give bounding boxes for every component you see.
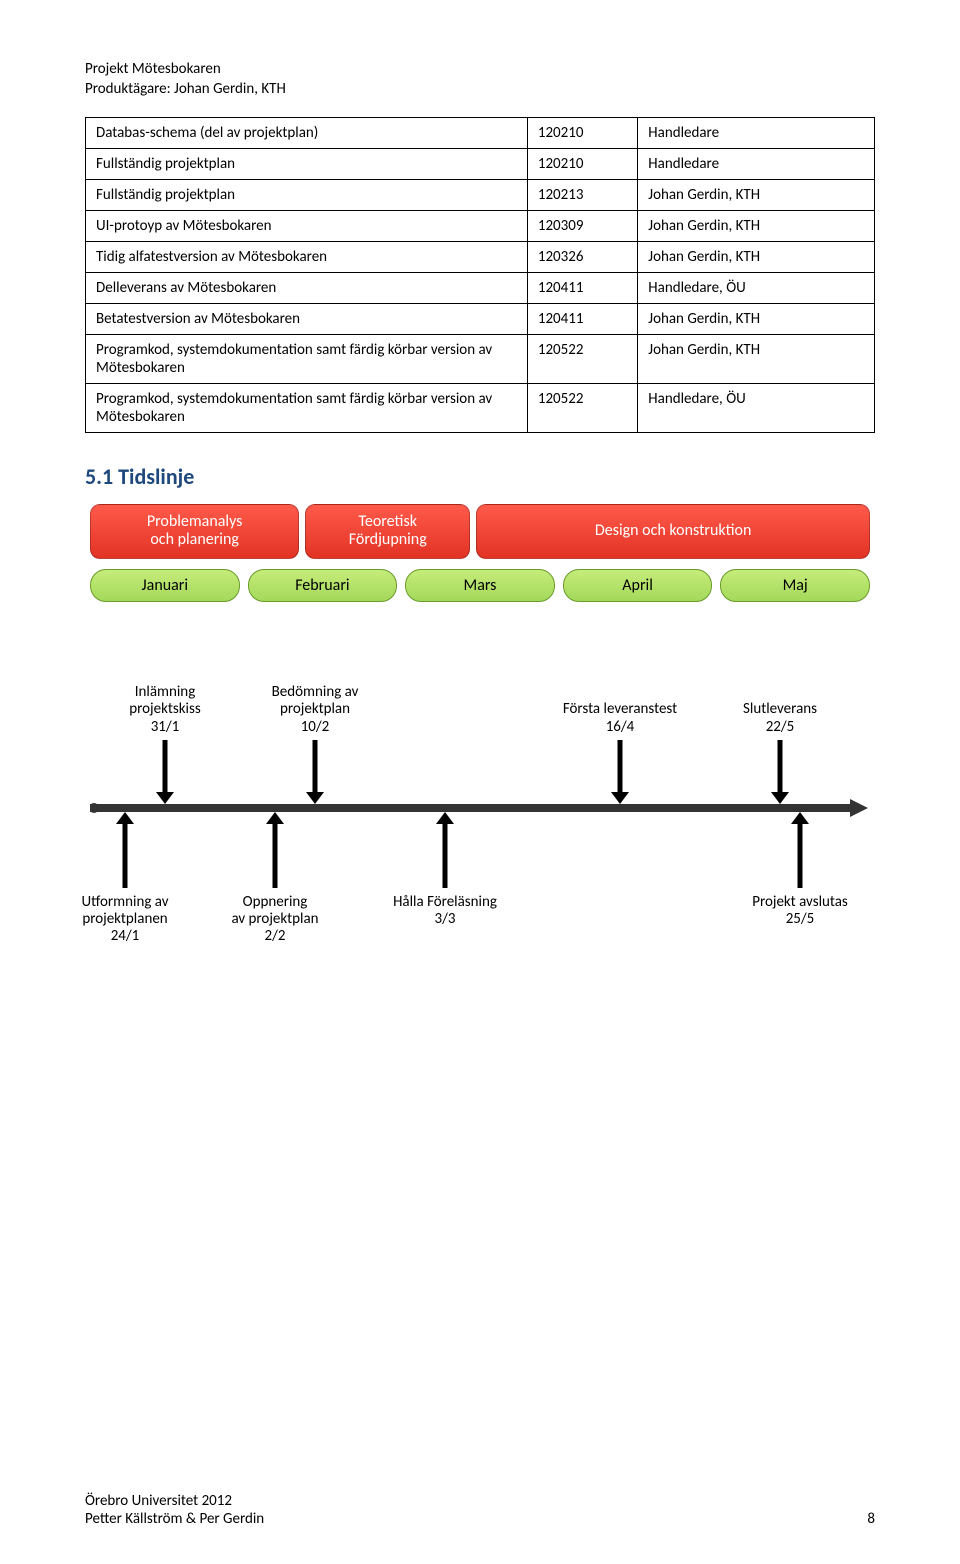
phase-pill: Problemanalys och planering <box>90 504 299 559</box>
table-cell: 120411 <box>527 273 637 304</box>
timeline-event-label: Hålla Föreläsning 3/3 <box>370 894 520 929</box>
footer-left: Örebro Universitet 2012 Petter Källström… <box>85 1492 264 1528</box>
table-row: Tidig alfatestversion av Mötesbokaren120… <box>86 242 875 273</box>
page-number: 8 <box>867 1510 875 1528</box>
table-cell: UI-protoyp av Mötesbokaren <box>86 211 528 242</box>
table-cell: Johan Gerdin, KTH <box>638 242 875 273</box>
table-cell: 120522 <box>527 384 637 433</box>
table-cell: 120213 <box>527 180 637 211</box>
table-cell: Handledare, ÖU <box>638 273 875 304</box>
table-cell: Handledare, ÖU <box>638 384 875 433</box>
table-cell: Johan Gerdin, KTH <box>638 335 875 384</box>
timeline: Problemanalys och planeringTeoretisk För… <box>90 504 870 978</box>
table-cell: Johan Gerdin, KTH <box>638 304 875 335</box>
table-cell: 120522 <box>527 335 637 384</box>
phase-pill: Design och konstruktion <box>476 504 870 559</box>
page: Projekt Mötesbokaren Produktägare: Johan… <box>0 0 960 1564</box>
table-cell: Handledare <box>638 118 875 149</box>
table-row: Delleverans av Mötesbokaren120411Handled… <box>86 273 875 304</box>
page-footer: Örebro Universitet 2012 Petter Källström… <box>85 1492 875 1528</box>
timeline-event-label: Inlämning projektskiss 31/1 <box>95 684 235 736</box>
table-cell: Fullständig projektplan <box>86 180 528 211</box>
timeline-event-label: Oppnering av projektplan 2/2 <box>200 894 350 946</box>
table-row: Programkod, systemdokumentation samt fär… <box>86 384 875 433</box>
table-cell: 120210 <box>527 149 637 180</box>
table-cell: Johan Gerdin, KTH <box>638 180 875 211</box>
table-cell: Delleverans av Mötesbokaren <box>86 273 528 304</box>
month-row: JanuariFebruariMarsAprilMaj <box>90 569 870 602</box>
footer-line-1: Örebro Universitet 2012 <box>85 1492 264 1510</box>
timeline-event-label: Första leveranstest 16/4 <box>550 701 690 736</box>
table-cell: 120411 <box>527 304 637 335</box>
doc-header: Projekt Mötesbokaren Produktägare: Johan… <box>85 60 875 99</box>
table-row: Databas-schema (del av projektplan)12021… <box>86 118 875 149</box>
timeline-event-label: Slutleverans 22/5 <box>710 701 850 736</box>
table-cell: Tidig alfatestversion av Mötesbokaren <box>86 242 528 273</box>
table-row: Fullständig projektplan120210Handledare <box>86 149 875 180</box>
timeline-canvas: Inlämning projektskiss 31/1Bedömning av … <box>90 608 870 978</box>
month-pill: Januari <box>90 569 240 602</box>
footer-line-2: Petter Källström & Per Gerdin <box>85 1510 264 1528</box>
header-line-1: Projekt Mötesbokaren <box>85 60 875 80</box>
table-row: Programkod, systemdokumentation samt fär… <box>86 335 875 384</box>
table-cell: Programkod, systemdokumentation samt fär… <box>86 384 528 433</box>
timeline-event-label: Projekt avslutas 25/5 <box>725 894 875 929</box>
table-cell: Handledare <box>638 149 875 180</box>
month-pill: Mars <box>405 569 555 602</box>
phase-pill: Teoretisk Fördjupning <box>305 504 470 559</box>
month-pill: April <box>563 569 713 602</box>
header-line-2: Produktägare: Johan Gerdin, KTH <box>85 80 875 100</box>
timeline-event-label: Bedömning av projektplan 10/2 <box>245 684 385 736</box>
table-cell: 120210 <box>527 118 637 149</box>
table-cell: Fullständig projektplan <box>86 149 528 180</box>
table-cell: Programkod, systemdokumentation samt fär… <box>86 335 528 384</box>
table-row: UI-protoyp av Mötesbokaren120309Johan Ge… <box>86 211 875 242</box>
month-pill: Februari <box>248 569 398 602</box>
timeline-event-label: Utformning av projektplanen 24/1 <box>50 894 200 946</box>
table-cell: Databas-schema (del av projektplan) <box>86 118 528 149</box>
table-cell: 120309 <box>527 211 637 242</box>
table-cell: Johan Gerdin, KTH <box>638 211 875 242</box>
table-cell: 120326 <box>527 242 637 273</box>
table-row: Fullständig projektplan120213Johan Gerdi… <box>86 180 875 211</box>
table-row: Betatestversion av Mötesbokaren120411Joh… <box>86 304 875 335</box>
section-heading: 5.1 Tidslinje <box>85 463 875 490</box>
deliverables-table: Databas-schema (del av projektplan)12021… <box>85 117 875 433</box>
phase-row: Problemanalys och planeringTeoretisk För… <box>90 504 870 559</box>
month-pill: Maj <box>720 569 870 602</box>
table-cell: Betatestversion av Mötesbokaren <box>86 304 528 335</box>
